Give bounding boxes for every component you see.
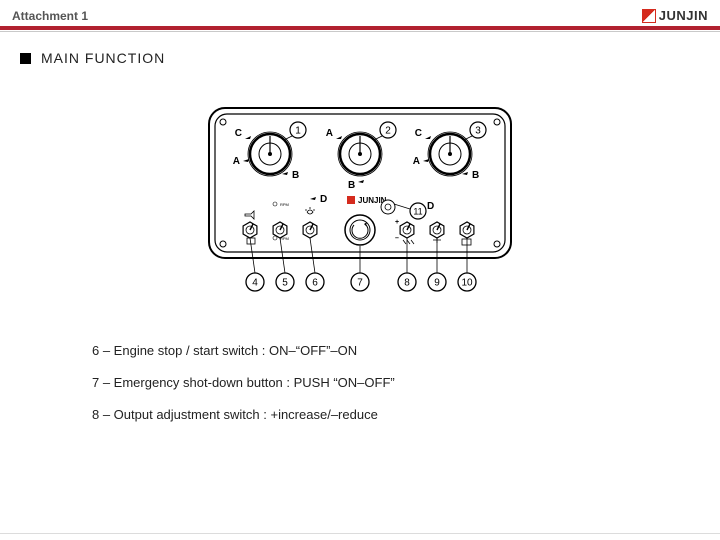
callout-number: 2 (385, 126, 391, 137)
panel-logo-icon (347, 196, 355, 204)
toggle-switch (460, 222, 474, 238)
plus-label: + (395, 219, 399, 226)
toggle-switch (400, 222, 414, 238)
tiny-label: RPM (280, 202, 289, 207)
desc-line-6: 6 – Engine stop / start switch : ON–“OFF… (92, 342, 720, 360)
screw-icon (220, 119, 226, 125)
callout-number: 5 (282, 278, 288, 289)
dial-pos-label: A (233, 156, 240, 167)
callout-number: 7 (357, 278, 363, 289)
square-bullet-icon (20, 53, 31, 64)
dial-pos-label: B (348, 180, 355, 191)
desc-line-7: 7 – Emergency shot-down button : PUSH “O… (92, 374, 720, 392)
screw-icon (494, 241, 500, 247)
callout-number: 11 (413, 207, 422, 217)
dial-pos-label: A (326, 128, 333, 139)
dial-pos-label: D (427, 201, 434, 212)
brand-logo-text: JUNJIN (659, 8, 708, 23)
brand-logo-icon (642, 9, 656, 23)
header-rule-red (0, 26, 720, 30)
desc-line-8: 8 – Output adjustment switch : +increase… (92, 406, 720, 424)
description-block: 6 – Engine stop / start switch : ON–“OFF… (92, 342, 720, 425)
brand-logo: JUNJIN (642, 8, 708, 23)
dial-pos-label: A (413, 156, 420, 167)
callout-number: 10 (461, 278, 473, 289)
toggle-switch (430, 222, 444, 238)
screw-icon (220, 241, 226, 247)
control-panel-figure: 1CAB2AB3CABDDRPMRPM+– JUNJIN 11 45678910 (0, 102, 720, 302)
dial-pos-label: C (235, 128, 242, 139)
toggle-switch (303, 222, 317, 238)
toggle-switch (273, 222, 287, 238)
center-knob (345, 215, 375, 245)
callout-number: 1 (295, 126, 301, 137)
callout-number: 3 (475, 126, 481, 137)
footer-rule (0, 533, 720, 534)
attachment-label: Attachment 1 (12, 9, 88, 23)
minus-label: – (395, 235, 399, 242)
panel-center-logo: JUNJIN (347, 196, 387, 205)
dial-pos-label: C (415, 128, 422, 139)
section-header: MAIN FUNCTION (0, 32, 720, 66)
section-title: MAIN FUNCTION (41, 50, 165, 66)
toggle-switch (243, 222, 257, 238)
dial-pos-label: D (320, 194, 327, 205)
control-panel-svg: 1CAB2AB3CABDDRPMRPM+– JUNJIN 11 45678910 (175, 102, 545, 302)
callout-number: 8 (404, 278, 410, 289)
callout-number: 6 (312, 278, 318, 289)
doc-header: Attachment 1 JUNJIN (0, 0, 720, 26)
callout-number: 9 (434, 278, 440, 289)
screw-icon (494, 119, 500, 125)
callout-number: 4 (252, 278, 258, 289)
dial-pos-label: B (292, 170, 299, 181)
dial-pos-label: B (472, 170, 479, 181)
